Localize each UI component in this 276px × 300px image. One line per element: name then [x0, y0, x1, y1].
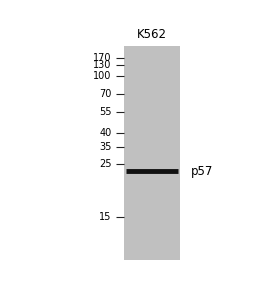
Text: 15: 15	[99, 212, 112, 222]
Text: 170: 170	[93, 53, 112, 63]
Text: 35: 35	[99, 142, 112, 152]
Text: 25: 25	[99, 159, 112, 169]
Text: 40: 40	[99, 128, 112, 138]
Text: p57: p57	[191, 165, 213, 178]
Text: 55: 55	[99, 106, 112, 116]
Text: 130: 130	[93, 60, 112, 70]
Bar	[124, 46, 180, 260]
Text: 70: 70	[99, 89, 112, 99]
Text: K562: K562	[137, 28, 167, 40]
Text: 100: 100	[93, 71, 112, 81]
